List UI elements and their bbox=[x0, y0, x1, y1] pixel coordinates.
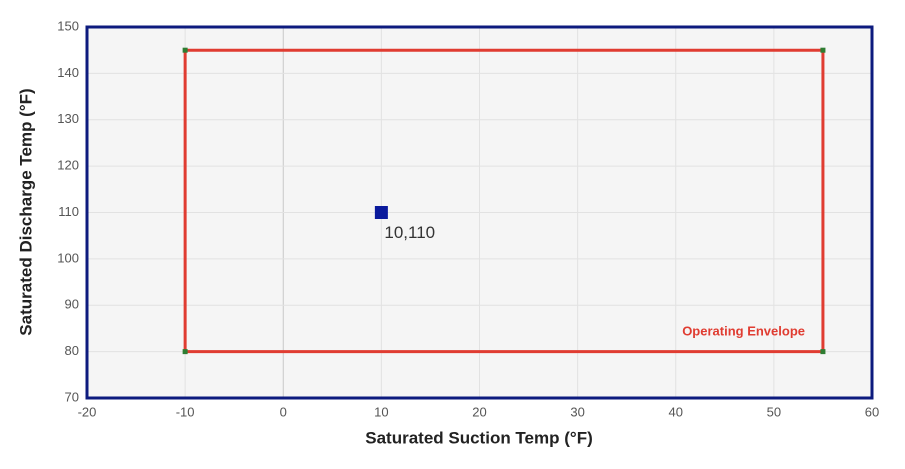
series-label: Operating Envelope bbox=[682, 323, 805, 338]
x-axis-title: Saturated Suction Temp (°F) bbox=[365, 428, 593, 447]
vertex-marker bbox=[820, 47, 826, 53]
x-tick-label: 10 bbox=[374, 404, 388, 419]
x-tick-label: 50 bbox=[767, 404, 781, 419]
vertex-marker bbox=[820, 349, 826, 355]
y-tick-label: 120 bbox=[57, 158, 79, 173]
y-tick-label: 100 bbox=[57, 250, 79, 265]
operating-point bbox=[374, 206, 388, 219]
y-tick-label: 70 bbox=[65, 389, 79, 404]
y-tick-label: 90 bbox=[65, 297, 79, 312]
y-tick-label: 130 bbox=[57, 111, 79, 126]
plot-border bbox=[85, 25, 874, 400]
x-tick-label: 0 bbox=[280, 404, 287, 419]
x-tick-label: 60 bbox=[865, 404, 879, 419]
x-tick-label: 40 bbox=[669, 404, 683, 419]
x-tick-label: 20 bbox=[472, 404, 486, 419]
y-tick-label: 110 bbox=[58, 204, 79, 219]
vertex-marker bbox=[182, 349, 188, 355]
y-tick-label: 150 bbox=[57, 18, 79, 33]
x-tick-label: 30 bbox=[570, 404, 584, 419]
x-tick-label: -10 bbox=[176, 404, 195, 419]
x-tick-label: -20 bbox=[78, 404, 97, 419]
vertex-marker bbox=[182, 47, 188, 53]
y-tick-label: 80 bbox=[65, 343, 79, 358]
y-tick-label: 140 bbox=[57, 65, 79, 80]
marks: Operating Envelope 10,110 bbox=[182, 47, 826, 355]
point-label: 10,110 bbox=[384, 223, 435, 242]
y-axis-title: Saturated Discharge Temp (°F) bbox=[16, 88, 35, 335]
